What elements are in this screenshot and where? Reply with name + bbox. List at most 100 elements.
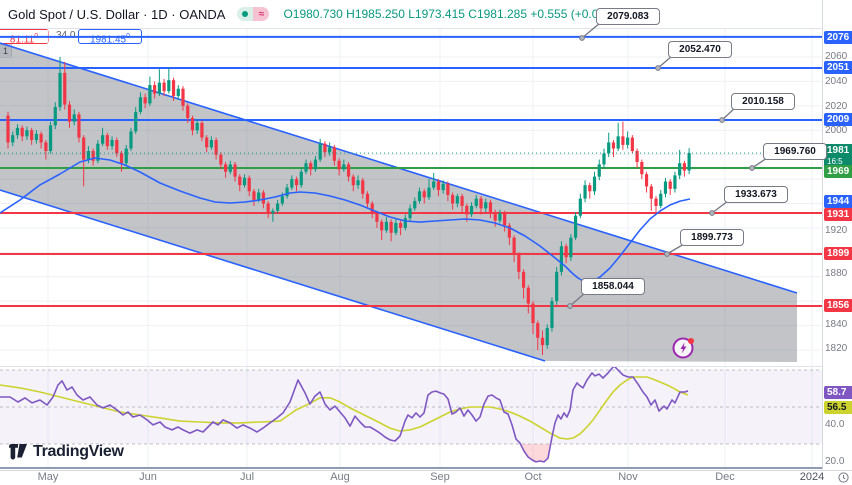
candle-body [119,153,124,164]
candle-body [536,323,540,338]
candle-body [479,198,483,209]
rsi-band [0,370,822,444]
candle-body [668,181,672,189]
candle-body [171,80,176,97]
time-axis-tick: Jul [239,471,255,483]
candle-body [455,196,459,204]
candle-body [626,137,630,145]
candle-body [545,328,549,346]
candle-body [446,183,450,195]
candle-body [540,337,545,346]
candle-body [299,171,303,186]
main-pane[interactable] [0,35,822,362]
candle-body [375,213,379,222]
candle-body [252,191,256,200]
candle-body [304,163,308,172]
candle-body [205,137,209,148]
candle-body [380,221,384,231]
tradingview-logo-icon [9,444,27,460]
price-axis-tick: 2020 [825,101,848,112]
candle-body [129,131,133,149]
candle-body [280,196,284,204]
price-axis[interactable]: 2076 2060 2051 2040 2020 2009 2000 1981 16:5 1969… [822,0,852,470]
candle-body [309,163,313,170]
candle-body [323,143,327,153]
candle-body [228,164,232,172]
candle-body [58,72,62,108]
price-callout-label[interactable]: 2010.158 [731,93,795,110]
time-axis[interactable]: May Jun Jul Aug Sep Oct Nov Dec 2024 [0,470,852,485]
candle-body [190,118,195,131]
callout-anchor-dot [749,165,755,171]
candle-body [659,193,663,206]
price-callout-label[interactable]: 1899.773 [680,229,744,246]
callout-anchor-dot [709,210,715,216]
candle-body [176,88,180,97]
price-axis-tag: 2076 [824,31,852,44]
candle-body [276,203,280,211]
candle-body [285,187,289,197]
candle-body [91,151,95,161]
flash-alert-icon[interactable] [671,335,697,361]
candle-body [328,147,332,153]
wave-icon: ≈ [258,8,265,20]
candle-body [72,114,76,122]
price-axis-tick: 1840 [825,319,848,330]
price-callout-label[interactable]: 1933.673 [724,186,788,203]
candle-body [441,183,445,191]
price-axis-tick: 2000 [825,125,848,136]
candle-body [417,191,422,202]
candle-body [640,161,644,175]
candle-body [512,237,516,255]
candle-body [361,180,365,194]
candle-body [15,127,20,136]
channel-lower-line [0,189,546,362]
candle-body [578,198,582,216]
candle-body [77,114,81,138]
candle-body [63,72,67,105]
moving-average-line [0,157,691,283]
clock-icon[interactable] [838,472,849,483]
visibility-toggle[interactable] [237,7,254,21]
candle-body [242,177,247,186]
candle-body [209,140,213,148]
price-axis-tag: 1944 [824,195,852,208]
candle-body [503,213,507,226]
candle-body [53,107,57,126]
candle-body [105,135,109,147]
price-axis-tag: 58.7 [824,386,852,399]
candle-body [621,136,625,145]
callout-anchor-dot [579,35,585,41]
candle-body [498,213,502,221]
candle-body [451,194,455,204]
candle-body [408,208,412,219]
time-axis-tick: Oct [524,471,542,483]
candle-body [101,135,105,144]
price-axis-tag: 1931 [824,208,852,221]
candle-body [115,140,119,154]
candle-body [148,85,152,104]
candle-body [559,246,564,272]
candle-body [351,176,355,186]
time-axis-tick: Nov [618,471,638,483]
candle-body [597,164,601,177]
price-callout-label[interactable]: 2079.083 [596,8,660,25]
tradingview-logo[interactable]: TradingView [8,443,124,461]
candle-body [167,80,171,92]
wave-toggle[interactable]: ≈ [253,7,270,21]
candle-body [673,175,677,189]
rsi-pane[interactable] [0,366,822,463]
candle-body [403,218,407,228]
price-callout-label[interactable]: 2052.470 [668,41,732,58]
candle-body [238,176,242,186]
price-callout-label[interactable]: 1858.044 [581,278,645,295]
price-axis-tag: 1856 [824,299,852,312]
candle-body [214,140,218,155]
callout-anchor-dot [655,65,661,71]
candle-body [181,88,185,106]
price-callout-label[interactable]: 1969.760 [763,143,827,160]
candle-body [200,122,204,138]
time-axis-tick: Jun [139,471,157,483]
candle-body [555,271,559,302]
